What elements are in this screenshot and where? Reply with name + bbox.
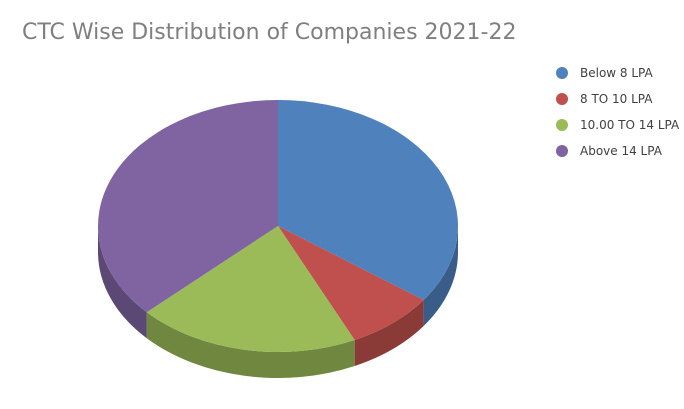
pie-slice-2[interactable] [146, 226, 355, 352]
legend-label: 10.00 TO 14 LPA [580, 118, 680, 132]
pie-slice-1[interactable] [278, 226, 424, 341]
legend-item-0: Below 8 LPA [556, 60, 679, 86]
pie-side-walls [98, 226, 458, 378]
legend-swatch-icon [556, 145, 568, 157]
pie-side-0 [423, 226, 458, 327]
chart-title: CTC Wise Distribution of Companies 2021-… [22, 20, 517, 45]
pie-slice-0[interactable] [278, 100, 458, 301]
pie-slice-3[interactable] [97, 100, 279, 313]
pie-side-1 [354, 300, 424, 367]
legend-swatch-icon [556, 67, 568, 79]
pie-side-3 [98, 226, 147, 339]
pie-slices [97, 100, 458, 352]
legend-swatch-icon [556, 93, 568, 105]
legend-label: Above 14 LPA [580, 144, 662, 158]
chart-legend: Below 8 LPA 8 TO 10 LPA 10.00 TO 14 LPA Abo… [556, 60, 679, 164]
legend-item-3: Above 14 LPA [556, 138, 679, 164]
legend-item-2: 10.00 TO 14 LPA [556, 112, 679, 138]
legend-label: Below 8 LPA [580, 66, 653, 80]
legend-item-1: 8 TO 10 LPA [556, 86, 679, 112]
pie-side-2 [146, 312, 355, 378]
legend-swatch-icon [556, 119, 568, 131]
legend-label: 8 TO 10 LPA [580, 92, 653, 106]
